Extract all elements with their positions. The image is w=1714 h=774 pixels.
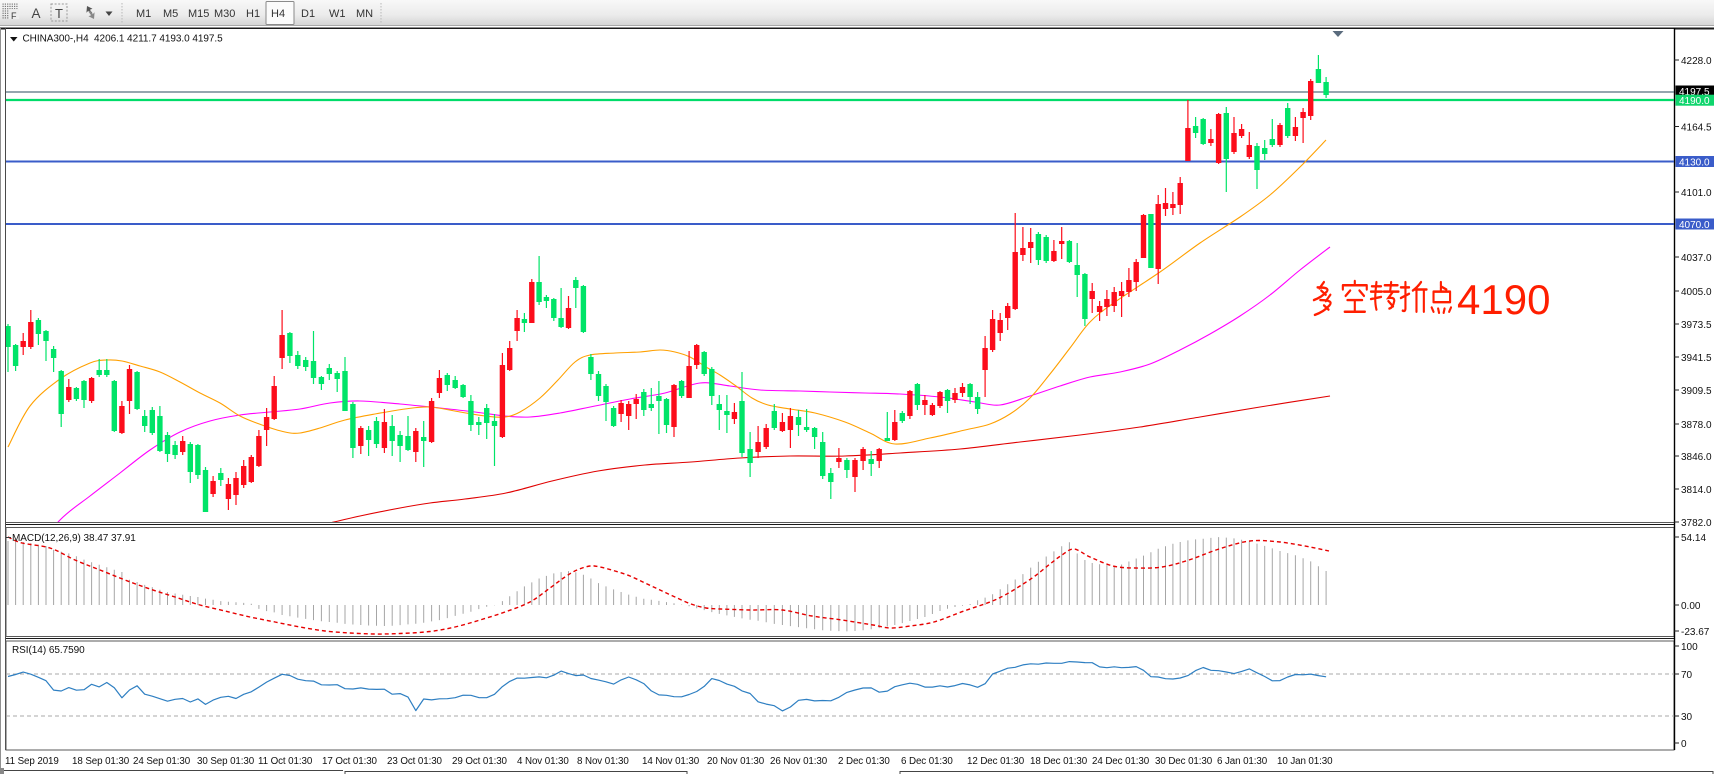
svg-text:4164.5: 4164.5 <box>1681 122 1712 133</box>
svg-text:A: A <box>32 6 41 21</box>
svg-text:-23.67: -23.67 <box>1681 627 1710 638</box>
svg-text:H1: H1 <box>246 8 260 20</box>
svg-text:11 Oct 01:30: 11 Oct 01:30 <box>258 756 313 767</box>
svg-text:F: F <box>11 11 17 21</box>
svg-text:3846.0: 3846.0 <box>1681 452 1712 463</box>
svg-text:MN: MN <box>356 8 373 20</box>
svg-text:4130.0: 4130.0 <box>1679 157 1710 168</box>
svg-text:17 Oct 01:30: 17 Oct 01:30 <box>322 756 378 767</box>
svg-text:29 Oct 01:30: 29 Oct 01:30 <box>452 756 508 767</box>
svg-text:CHINA300-,H4 4206.1 4211.7 41: CHINA300-,H4 4206.1 4211.7 4193.0 4197.5 <box>23 34 224 45</box>
svg-text:D1: D1 <box>301 8 315 20</box>
svg-text:12 Dec 01:30: 12 Dec 01:30 <box>967 756 1025 767</box>
svg-text:0: 0 <box>1681 739 1687 750</box>
svg-text:W1: W1 <box>329 8 346 20</box>
svg-text:3973.5: 3973.5 <box>1681 320 1712 331</box>
svg-text:18 Sep 01:30: 18 Sep 01:30 <box>72 756 130 767</box>
svg-text:4037.0: 4037.0 <box>1681 253 1712 264</box>
svg-text:M30: M30 <box>214 8 235 20</box>
svg-text:6 Jan 01:30: 6 Jan 01:30 <box>1217 756 1268 767</box>
svg-text:4190.0: 4190.0 <box>1679 96 1710 107</box>
svg-text:8 Nov 01:30: 8 Nov 01:30 <box>577 756 629 767</box>
svg-text:4 Nov 01:30: 4 Nov 01:30 <box>517 756 569 767</box>
svg-text:24 Dec 01:30: 24 Dec 01:30 <box>1092 756 1150 767</box>
svg-text:3782.0: 3782.0 <box>1681 518 1712 529</box>
svg-text:10 Jan 01:30: 10 Jan 01:30 <box>1277 756 1333 767</box>
svg-text:H4: H4 <box>271 8 285 20</box>
svg-text:11 Sep 2019: 11 Sep 2019 <box>5 756 59 767</box>
svg-text:54.14: 54.14 <box>1681 533 1706 544</box>
svg-text:3909.5: 3909.5 <box>1681 386 1712 397</box>
svg-text:14 Nov 01:30: 14 Nov 01:30 <box>642 756 700 767</box>
svg-text:30 Dec 01:30: 30 Dec 01:30 <box>1155 756 1213 767</box>
svg-text:3814.0: 3814.0 <box>1681 485 1712 496</box>
svg-text:M15: M15 <box>188 8 209 20</box>
svg-text:4101.0: 4101.0 <box>1681 188 1712 199</box>
svg-text:100: 100 <box>1681 642 1698 653</box>
svg-text:30 Sep 01:30: 30 Sep 01:30 <box>197 756 255 767</box>
svg-text:0.00: 0.00 <box>1681 601 1701 612</box>
svg-text:MACD(12,26,9) 38.47 37.91: MACD(12,26,9) 38.47 37.91 <box>12 533 136 544</box>
svg-text:4190: 4190 <box>1457 276 1550 323</box>
svg-text:20 Nov 01:30: 20 Nov 01:30 <box>707 756 765 767</box>
svg-text:4228.0: 4228.0 <box>1681 56 1712 67</box>
svg-text:18 Dec 01:30: 18 Dec 01:30 <box>1030 756 1088 767</box>
svg-text:3878.0: 3878.0 <box>1681 420 1712 431</box>
svg-text:6 Dec 01:30: 6 Dec 01:30 <box>901 756 953 767</box>
svg-text:T: T <box>55 6 63 21</box>
svg-text:23 Oct 01:30: 23 Oct 01:30 <box>387 756 443 767</box>
svg-text:3941.5: 3941.5 <box>1681 353 1712 364</box>
svg-text:30: 30 <box>1681 712 1693 723</box>
svg-text:M1: M1 <box>136 8 151 20</box>
svg-text:24 Sep 01:30: 24 Sep 01:30 <box>133 756 191 767</box>
svg-text:2 Dec 01:30: 2 Dec 01:30 <box>838 756 890 767</box>
svg-text:4005.0: 4005.0 <box>1681 287 1712 298</box>
svg-text:RSI(14) 65.7590: RSI(14) 65.7590 <box>12 645 85 656</box>
svg-text:26 Nov 01:30: 26 Nov 01:30 <box>770 756 828 767</box>
svg-text:4070.0: 4070.0 <box>1679 220 1710 231</box>
svg-text:70: 70 <box>1681 670 1693 681</box>
svg-text:M5: M5 <box>163 8 178 20</box>
svg-text:4197.5: 4197.5 <box>1679 87 1710 98</box>
